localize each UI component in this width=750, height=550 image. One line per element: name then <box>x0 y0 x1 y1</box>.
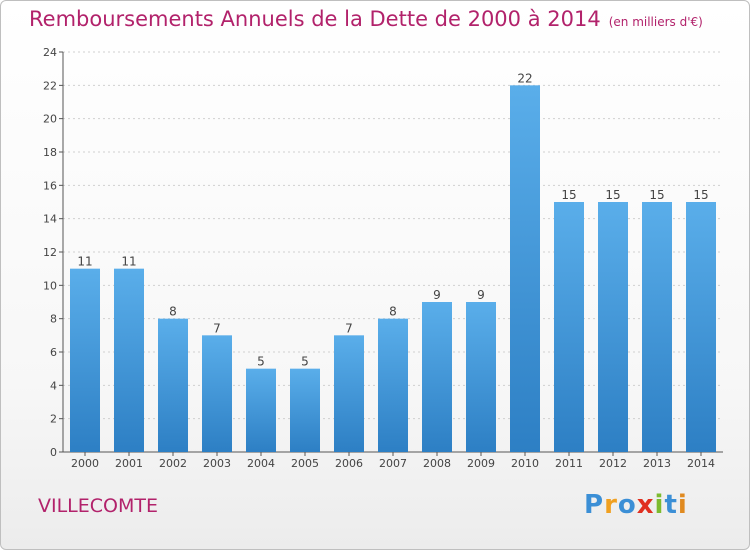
bar-value-label: 5 <box>301 355 309 369</box>
x-tick-label: 2012 <box>599 457 627 470</box>
chart-title-unit: (en milliers d'€) <box>608 15 703 29</box>
bar-value-label: 15 <box>561 188 576 202</box>
y-tick-label: 4 <box>50 379 57 392</box>
bar-value-label: 9 <box>433 288 441 302</box>
proxiti-logo[interactable]: Proxiti <box>584 490 688 520</box>
bar-value-label: 9 <box>477 288 485 302</box>
y-tick-label: 14 <box>43 213 57 226</box>
y-tick-label: 0 <box>50 446 57 459</box>
x-tick-label: 2007 <box>379 457 407 470</box>
bar <box>510 85 540 452</box>
chart-title: Remboursements Annuels de la Dette de 20… <box>29 7 703 31</box>
logo-letter: t <box>664 490 678 520</box>
y-tick-label: 16 <box>43 179 57 192</box>
logo-letter: r <box>604 490 618 520</box>
bar <box>598 202 628 452</box>
bar-value-label: 15 <box>605 188 620 202</box>
y-tick-label: 22 <box>43 79 57 92</box>
logo-letter: P <box>584 490 605 520</box>
bar-value-label: 11 <box>77 255 92 269</box>
x-tick-label: 2008 <box>423 457 451 470</box>
y-tick-label: 24 <box>43 46 57 59</box>
bar-value-label: 15 <box>693 188 708 202</box>
bar-value-label: 11 <box>121 255 136 269</box>
x-tick-label: 2006 <box>335 457 363 470</box>
bar <box>378 318 408 452</box>
logo-letter: i <box>677 490 688 520</box>
x-tick-label: 2004 <box>247 457 275 470</box>
bar <box>422 302 452 452</box>
bar <box>686 202 716 452</box>
bar <box>642 202 672 452</box>
x-tick-label: 2011 <box>555 457 583 470</box>
bar-value-label: 7 <box>345 321 353 335</box>
bar-value-label: 8 <box>169 305 177 319</box>
x-tick-label: 2003 <box>203 457 231 470</box>
y-tick-label: 10 <box>43 279 57 292</box>
x-tick-label: 2013 <box>643 457 671 470</box>
x-tick-label: 2005 <box>291 457 319 470</box>
bar-value-label: 22 <box>517 71 532 85</box>
bar <box>114 268 144 452</box>
y-tick-label: 20 <box>43 113 57 126</box>
bar <box>246 368 276 452</box>
y-tick-label: 6 <box>50 346 57 359</box>
x-tick-label: 2000 <box>71 457 99 470</box>
bar <box>466 302 496 452</box>
logo-letter: o <box>617 490 637 520</box>
x-tick-label: 2010 <box>511 457 539 470</box>
bar <box>290 368 320 452</box>
y-tick-label: 2 <box>50 413 57 426</box>
y-tick-label: 18 <box>43 146 57 159</box>
x-tick-label: 2014 <box>687 457 715 470</box>
bar-value-label: 15 <box>649 188 664 202</box>
bar <box>554 202 584 452</box>
bar <box>334 335 364 452</box>
chart-title-main: Remboursements Annuels de la Dette de 20… <box>29 7 601 31</box>
logo-letter: i <box>654 490 665 520</box>
commune-name: VILLECOMTE <box>38 495 159 517</box>
bar-value-label: 7 <box>213 321 221 335</box>
y-tick-label: 12 <box>43 246 57 259</box>
bar <box>202 335 232 452</box>
bar <box>158 318 188 452</box>
x-tick-label: 2009 <box>467 457 495 470</box>
logo-letter: x <box>636 490 655 520</box>
x-tick-label: 2002 <box>159 457 187 470</box>
bar-value-label: 5 <box>257 355 265 369</box>
y-tick-label: 8 <box>50 313 57 326</box>
bar <box>70 268 100 452</box>
bar-value-label: 8 <box>389 305 397 319</box>
x-tick-label: 2001 <box>115 457 143 470</box>
